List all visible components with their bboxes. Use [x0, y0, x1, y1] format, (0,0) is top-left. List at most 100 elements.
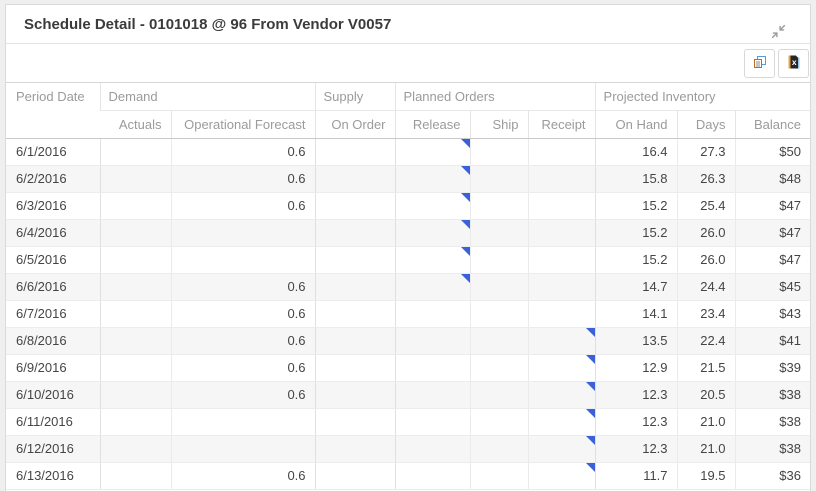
cell-balance[interactable]: $36 [734, 462, 810, 490]
cell-on-order[interactable] [314, 381, 396, 409]
cell-on-hand[interactable]: 14.7 [594, 273, 678, 301]
export-excel-button[interactable]: x [778, 48, 809, 78]
cell-on-order[interactable] [314, 219, 396, 247]
cell-on-order[interactable] [314, 354, 396, 382]
cell-receipt[interactable] [527, 300, 596, 328]
cell-period-date[interactable]: 6/13/2016 [6, 462, 100, 490]
cell-on-order[interactable] [314, 273, 396, 301]
cell-period-date[interactable]: 6/2/2016 [6, 165, 100, 193]
cell-on-hand[interactable]: 14.1 [594, 300, 678, 328]
cell-actuals[interactable] [99, 381, 171, 409]
cell-receipt[interactable] [527, 273, 596, 301]
cell-on-order[interactable] [314, 435, 396, 463]
cell-balance[interactable]: $50 [734, 138, 810, 166]
cell-ship[interactable] [469, 246, 529, 274]
cell-ship[interactable] [469, 408, 529, 436]
cell-receipt[interactable] [527, 219, 596, 247]
cell-days[interactable]: 25.4 [676, 192, 736, 220]
cell-ship[interactable] [469, 165, 529, 193]
cell-period-date[interactable]: 6/3/2016 [6, 192, 100, 220]
collapse-arrows-icon[interactable] [769, 22, 787, 40]
cell-release[interactable] [394, 192, 471, 220]
cell-on-hand[interactable]: 12.9 [594, 354, 678, 382]
cell-operational-forecast[interactable]: 0.6 [170, 354, 316, 382]
cell-release[interactable] [394, 165, 471, 193]
cell-ship[interactable] [469, 354, 529, 382]
cell-on-order[interactable] [314, 246, 396, 274]
cell-receipt[interactable] [527, 165, 596, 193]
cell-days[interactable]: 26.3 [676, 165, 736, 193]
cell-ship[interactable] [469, 300, 529, 328]
cell-ship[interactable] [469, 138, 529, 166]
cell-on-order[interactable] [314, 138, 396, 166]
cell-ship[interactable] [469, 273, 529, 301]
cell-period-date[interactable]: 6/7/2016 [6, 300, 100, 328]
cell-on-hand[interactable]: 12.3 [594, 381, 678, 409]
cell-release[interactable] [394, 273, 471, 301]
cell-ship[interactable] [469, 381, 529, 409]
cell-on-order[interactable] [314, 327, 396, 355]
cell-actuals[interactable] [99, 165, 171, 193]
cell-release[interactable] [394, 327, 471, 355]
cell-actuals[interactable] [99, 273, 171, 301]
cell-on-order[interactable] [314, 462, 396, 490]
cell-balance[interactable]: $47 [734, 192, 810, 220]
cell-on-hand[interactable]: 15.2 [594, 219, 678, 247]
cell-days[interactable]: 19.5 [676, 462, 736, 490]
cell-operational-forecast[interactable]: 0.6 [170, 462, 316, 490]
cell-days[interactable]: 21.0 [676, 408, 736, 436]
cell-period-date[interactable]: 6/8/2016 [6, 327, 100, 355]
cell-operational-forecast[interactable]: 0.6 [170, 273, 316, 301]
cell-days[interactable]: 20.5 [676, 381, 736, 409]
cell-balance[interactable]: $45 [734, 273, 810, 301]
cell-release[interactable] [394, 408, 471, 436]
cell-receipt[interactable] [527, 462, 596, 490]
cell-period-date[interactable]: 6/4/2016 [6, 219, 100, 247]
cell-on-order[interactable] [314, 192, 396, 220]
cell-balance[interactable]: $38 [734, 408, 810, 436]
cell-on-order[interactable] [314, 165, 396, 193]
cell-days[interactable]: 21.5 [676, 354, 736, 382]
cell-ship[interactable] [469, 327, 529, 355]
cell-period-date[interactable]: 6/11/2016 [6, 408, 100, 436]
cell-ship[interactable] [469, 462, 529, 490]
cell-on-order[interactable] [314, 300, 396, 328]
cell-release[interactable] [394, 462, 471, 490]
cell-on-order[interactable] [314, 408, 396, 436]
cell-balance[interactable]: $41 [734, 327, 810, 355]
cell-release[interactable] [394, 354, 471, 382]
cell-balance[interactable]: $38 [734, 381, 810, 409]
cell-period-date[interactable]: 6/6/2016 [6, 273, 100, 301]
cell-operational-forecast[interactable]: 0.6 [170, 327, 316, 355]
cell-days[interactable]: 26.0 [676, 219, 736, 247]
cell-release[interactable] [394, 138, 471, 166]
cell-actuals[interactable] [99, 354, 171, 382]
cell-ship[interactable] [469, 192, 529, 220]
cell-release[interactable] [394, 381, 471, 409]
cell-receipt[interactable] [527, 408, 596, 436]
cell-on-hand[interactable]: 15.2 [594, 246, 678, 274]
cell-days[interactable]: 21.0 [676, 435, 736, 463]
cell-operational-forecast[interactable]: 0.6 [170, 192, 316, 220]
cell-period-date[interactable]: 6/1/2016 [6, 138, 100, 166]
cell-actuals[interactable] [99, 300, 171, 328]
cell-receipt[interactable] [527, 381, 596, 409]
cell-receipt[interactable] [527, 192, 596, 220]
cell-ship[interactable] [469, 219, 529, 247]
cell-release[interactable] [394, 219, 471, 247]
cell-actuals[interactable] [99, 246, 171, 274]
cell-receipt[interactable] [527, 327, 596, 355]
cell-balance[interactable]: $38 [734, 435, 810, 463]
cell-days[interactable]: 24.4 [676, 273, 736, 301]
cell-days[interactable]: 22.4 [676, 327, 736, 355]
cell-receipt[interactable] [527, 435, 596, 463]
cell-balance[interactable]: $43 [734, 300, 810, 328]
cell-period-date[interactable]: 6/10/2016 [6, 381, 100, 409]
cell-period-date[interactable]: 6/12/2016 [6, 435, 100, 463]
cell-receipt[interactable] [527, 138, 596, 166]
cell-operational-forecast[interactable] [170, 246, 316, 274]
cell-on-hand[interactable]: 16.4 [594, 138, 678, 166]
cell-on-hand[interactable]: 15.2 [594, 192, 678, 220]
cell-actuals[interactable] [99, 462, 171, 490]
cell-on-hand[interactable]: 12.3 [594, 408, 678, 436]
